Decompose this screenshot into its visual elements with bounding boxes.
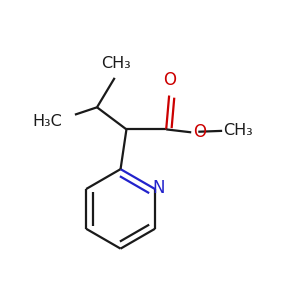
Text: O: O [163,71,176,89]
Text: O: O [194,123,207,141]
Text: H₃C: H₃C [32,114,62,129]
Text: CH₃: CH₃ [224,123,254,138]
Text: N: N [153,179,165,197]
Text: CH₃: CH₃ [101,56,131,71]
